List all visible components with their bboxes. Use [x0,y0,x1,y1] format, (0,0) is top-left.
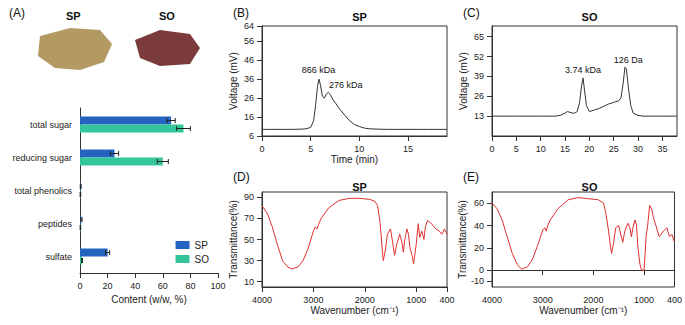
svg-text:100: 100 [210,281,225,291]
svg-text:(A): (A) [9,6,25,20]
svg-text:60: 60 [474,198,484,208]
svg-text:Voltage (mV): Voltage (mV) [458,52,469,110]
svg-text:peptides: peptides [38,219,73,229]
svg-text:10: 10 [354,144,364,154]
svg-text:80: 80 [185,281,195,291]
svg-text:0: 0 [77,281,82,291]
svg-text:46: 46 [244,55,254,65]
svg-text:15: 15 [403,144,413,154]
svg-text:0: 0 [479,265,484,275]
svg-text:total phenolics: total phenolics [14,186,72,196]
svg-text:400: 400 [667,295,682,305]
svg-text:56: 56 [244,36,254,46]
svg-text:5: 5 [308,144,313,154]
svg-text:10: 10 [244,277,254,287]
svg-text:SO: SO [582,11,598,23]
svg-text:Transmittance(%): Transmittance(%) [228,200,239,279]
svg-text:60: 60 [158,281,168,291]
svg-text:SO: SO [582,181,598,193]
svg-text:20: 20 [474,243,484,253]
svg-text:5: 5 [514,144,519,154]
svg-text:SP: SP [195,240,209,251]
svg-text:15: 15 [560,144,570,154]
svg-text:866 kDa: 866 kDa [302,65,336,75]
svg-text:4000: 4000 [252,295,272,305]
svg-text:Transmittance(%): Transmittance(%) [457,200,468,279]
svg-text:Voltage (mV): Voltage (mV) [228,52,239,110]
svg-text:3.74 kDa: 3.74 kDa [565,65,601,75]
svg-text:(E): (E) [463,170,479,184]
svg-text:26: 26 [474,91,484,101]
svg-text:70: 70 [244,213,254,223]
svg-text:SP: SP [352,11,367,23]
svg-text:20: 20 [103,281,113,291]
svg-text:50: 50 [244,235,254,245]
svg-text:(B): (B) [233,6,249,20]
svg-text:30: 30 [633,144,643,154]
svg-text:40: 40 [130,281,140,291]
svg-text:90: 90 [244,192,254,202]
svg-text:1000: 1000 [634,295,654,305]
svg-text:1000: 1000 [406,295,426,305]
svg-text:Time (min): Time (min) [331,154,378,165]
svg-text:Wavenumber (cm⁻¹): Wavenumber (cm⁻¹) [310,305,398,316]
svg-text:reducing sugar: reducing sugar [12,153,72,163]
svg-text:0: 0 [259,144,264,154]
svg-text:SP: SP [352,181,367,193]
svg-text:SO: SO [195,254,210,265]
svg-text:SO: SO [159,10,175,22]
svg-text:Wavenumber (cm⁻¹): Wavenumber (cm⁻¹) [539,305,627,316]
svg-text:-10: -10 [471,276,484,286]
svg-text:40: 40 [474,221,484,231]
svg-text:6: 6 [249,131,254,141]
svg-text:36: 36 [244,74,254,84]
svg-text:0: 0 [489,144,494,154]
svg-text:3000: 3000 [533,295,553,305]
svg-text:sulfate: sulfate [45,252,72,262]
svg-text:10: 10 [536,144,546,154]
svg-text:Content (w/w, %): Content (w/w, %) [111,294,187,305]
svg-text:2000: 2000 [355,295,375,305]
svg-text:400: 400 [439,295,454,305]
svg-text:(C): (C) [463,6,480,20]
svg-text:total sugar: total sugar [30,120,72,130]
svg-text:276 kDa: 276 kDa [329,80,363,90]
svg-text:30: 30 [244,256,254,266]
svg-text:65: 65 [474,32,484,42]
svg-text:25: 25 [609,144,619,154]
svg-text:39: 39 [474,71,484,81]
svg-text:2000: 2000 [583,295,603,305]
svg-text:126 Da: 126 Da [614,55,643,65]
svg-text:16: 16 [244,112,254,122]
svg-text:52: 52 [474,52,484,62]
svg-text:13: 13 [474,111,484,121]
svg-text:64: 64 [244,21,254,31]
svg-text:4000: 4000 [482,295,502,305]
svg-text:3000: 3000 [303,295,323,305]
svg-text:26: 26 [244,93,254,103]
svg-text:20: 20 [584,144,594,154]
svg-text:35: 35 [657,144,667,154]
svg-text:(D): (D) [233,170,250,184]
svg-text:SP: SP [66,10,81,22]
